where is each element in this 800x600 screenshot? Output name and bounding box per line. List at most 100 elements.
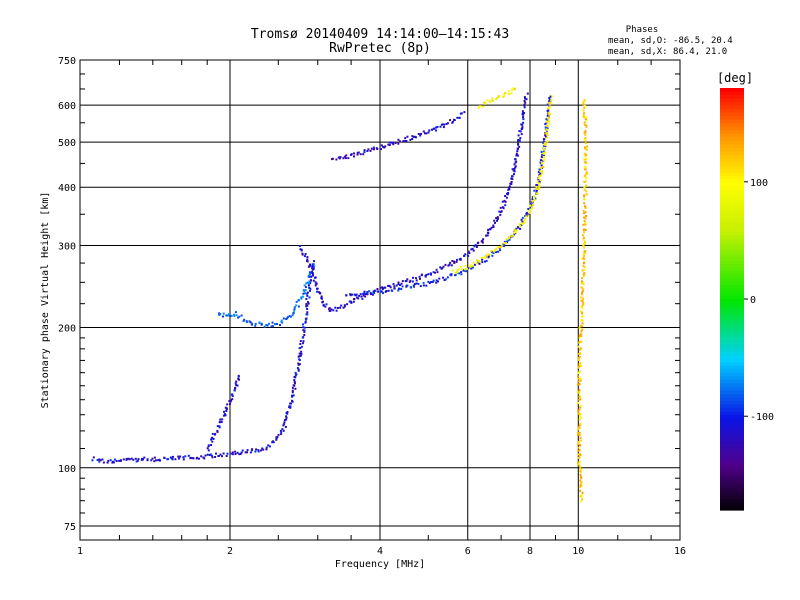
data-point (391, 289, 394, 292)
data-point (491, 99, 494, 102)
data-point (235, 380, 238, 383)
data-point (227, 314, 230, 317)
data-point (218, 312, 221, 315)
data-point (241, 449, 244, 452)
data-point (533, 189, 536, 192)
data-point (548, 97, 551, 100)
data-point (380, 144, 383, 147)
y-tick-label: 100 (58, 464, 76, 475)
colorbar-swatch (720, 232, 744, 237)
data-point (339, 306, 342, 309)
colorbar-swatch (720, 179, 744, 184)
colorbar-swatch (720, 393, 744, 399)
data-point (228, 400, 231, 403)
colorbar-swatch (720, 281, 744, 286)
data-point (216, 425, 219, 428)
data-point (307, 284, 310, 287)
data-point (172, 455, 174, 458)
data-point (542, 140, 545, 143)
colorbar-swatch (720, 284, 744, 290)
data-point (242, 320, 245, 322)
colorbar-swatch (720, 249, 744, 254)
data-point (171, 458, 174, 461)
data-point (585, 177, 588, 180)
colorbar-swatch (720, 302, 744, 307)
data-point (234, 382, 237, 385)
data-point (486, 231, 489, 234)
data-point (308, 280, 311, 283)
data-point (582, 236, 585, 239)
data-point (508, 238, 511, 241)
data-point (584, 211, 587, 214)
data-point (359, 153, 362, 156)
data-point (510, 235, 513, 238)
data-point (581, 257, 584, 260)
data-point (584, 180, 587, 183)
data-point (225, 455, 228, 457)
data-point (505, 238, 508, 241)
data-point (254, 450, 257, 453)
data-point (212, 438, 215, 440)
data-point (301, 253, 304, 256)
data-point (456, 258, 458, 261)
data-point (581, 286, 584, 289)
data-point (265, 446, 268, 449)
data-point (299, 340, 302, 343)
data-point (539, 179, 542, 182)
data-point (491, 251, 494, 254)
data-point (292, 394, 295, 397)
data-point (387, 289, 390, 292)
data-point (583, 188, 586, 191)
colorbar-swatch (720, 485, 744, 490)
colorbar-swatch (720, 446, 744, 451)
data-point (187, 454, 190, 457)
data-point (519, 130, 522, 133)
data-point (403, 140, 406, 143)
colorbar-swatch (720, 295, 744, 300)
colorbar-swatch (720, 429, 744, 434)
data-point (578, 363, 581, 365)
data-point (582, 281, 584, 284)
data-point (400, 288, 403, 290)
data-point (405, 280, 408, 283)
data-point (372, 292, 375, 295)
data-point (222, 312, 225, 315)
data-point (324, 305, 327, 308)
data-point (134, 457, 137, 460)
colorbar-swatch (720, 386, 744, 392)
data-point (345, 154, 348, 157)
data-point (520, 123, 523, 126)
data-point (585, 171, 588, 174)
data-point (530, 203, 533, 206)
data-point (196, 456, 198, 459)
data-point (527, 207, 530, 210)
data-point (299, 354, 302, 357)
colorbar-swatch (720, 218, 744, 223)
data-point (142, 458, 144, 461)
data-point (544, 151, 547, 154)
plot-area: 1 2 4 6 8 10 16 75 100 200 300 400 500 600 750 (58, 56, 686, 557)
data-point (471, 266, 474, 269)
data-point (306, 258, 309, 261)
data-point (294, 371, 297, 374)
data-point (515, 229, 518, 232)
data-point (402, 140, 405, 143)
data-point (225, 410, 228, 412)
data-point (513, 168, 516, 170)
data-point (584, 240, 586, 243)
data-point (304, 321, 307, 324)
data-point (441, 267, 444, 270)
data-point (300, 297, 303, 300)
data-point (412, 284, 415, 287)
data-point (580, 494, 583, 497)
data-point (215, 452, 217, 455)
data-point (544, 132, 547, 135)
data-point (427, 280, 430, 283)
data-point (456, 116, 459, 119)
data-point (353, 293, 356, 296)
data-point (211, 437, 214, 439)
data-point (524, 101, 527, 104)
data-point (300, 345, 303, 348)
data-point (302, 326, 305, 329)
data-point (357, 297, 360, 300)
